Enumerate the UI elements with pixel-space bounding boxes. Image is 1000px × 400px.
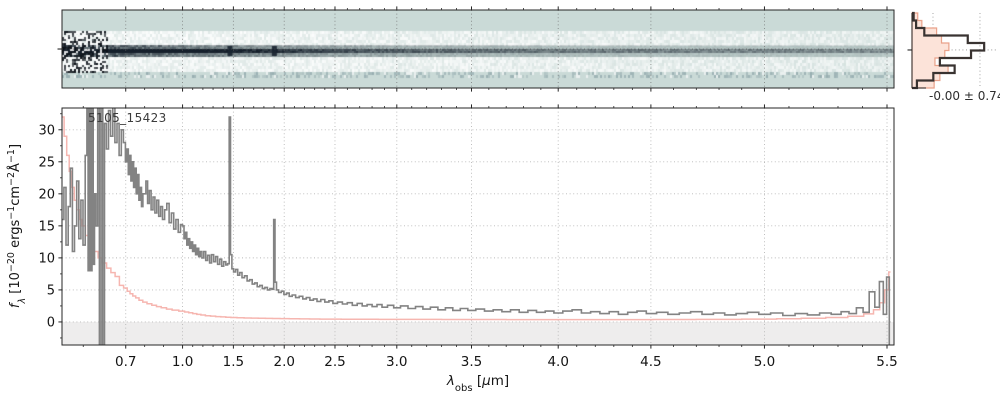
histogram-error-profile <box>911 12 950 89</box>
y-tick-label: 20 <box>38 187 55 202</box>
histogram-stat-label: -0.00 ± 0.74 <box>929 89 1000 103</box>
x-tick-label: 4.5 <box>640 354 661 370</box>
x-tick-label: 5.0 <box>754 354 775 370</box>
object-id-label: 5105_15423 <box>88 111 167 125</box>
y-tick-label: 15 <box>38 219 55 234</box>
y-tick-label: 10 <box>38 251 55 266</box>
spectrum-2d-heatmap <box>62 10 894 88</box>
x-tick-label: 2.0 <box>273 354 294 370</box>
x-tick-label: 3.5 <box>461 354 482 370</box>
spectrum-series <box>62 108 891 345</box>
x-tick-label: 4.0 <box>547 354 568 370</box>
flux-spectrum-line <box>62 108 891 345</box>
x-tick-label: 3.0 <box>386 354 407 370</box>
spectrum-2d-axes <box>57 6 895 92</box>
x-tick-label: 0.7 <box>115 354 136 370</box>
spectrum-1d-frame <box>61 107 895 346</box>
below-zero-band <box>62 321 894 345</box>
error-spectrum-line <box>62 116 891 321</box>
y-tick-label: 0 <box>47 315 55 330</box>
x-tick-label: 1.0 <box>172 354 193 370</box>
y-tick-label: 30 <box>38 123 55 138</box>
histogram-flux-profile <box>912 11 986 90</box>
y-axis-label: fλ [10−20 ergs−1cm−2Å−1] <box>6 144 28 308</box>
histogram-axes <box>907 11 998 90</box>
spectrum-2d-frame <box>61 9 895 89</box>
y-tick-label: 25 <box>38 155 55 170</box>
y-tick-label: 5 <box>47 283 55 298</box>
x-axis-label: λobs [μm] <box>446 373 509 394</box>
spectrum-1d-axes: 0 5 10 15 20 25 30 0.7 1.0 1.5 2.0 2.5 3.0 3.5 4.0 4.5 5… <box>6 104 898 394</box>
x-tick-label: 1.5 <box>223 354 244 370</box>
x-tick-label: 5.5 <box>876 354 897 370</box>
x-tick-label: 2.5 <box>324 354 345 370</box>
